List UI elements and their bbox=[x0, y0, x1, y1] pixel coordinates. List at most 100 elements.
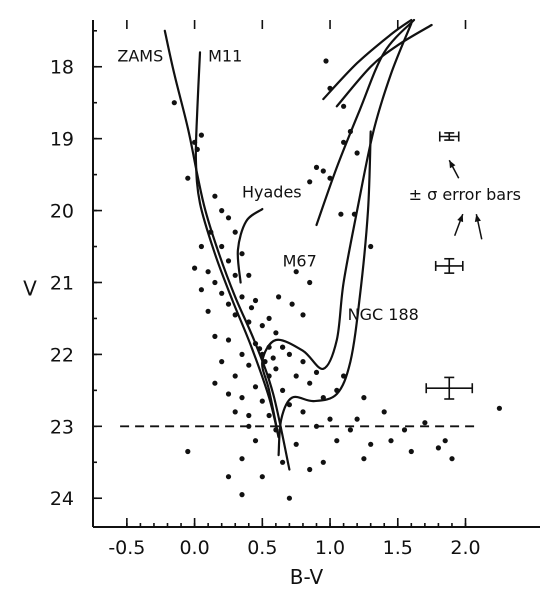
data-point bbox=[262, 359, 268, 365]
data-point bbox=[280, 387, 286, 393]
data-point bbox=[338, 211, 344, 217]
y-tick-label: 23 bbox=[50, 416, 74, 438]
data-point bbox=[388, 438, 394, 444]
data-point bbox=[320, 459, 326, 465]
data-point bbox=[246, 412, 252, 419]
data-point bbox=[300, 359, 306, 365]
data-point bbox=[327, 416, 333, 422]
data-point bbox=[293, 441, 299, 447]
data-point bbox=[273, 330, 279, 336]
arrow-head bbox=[474, 214, 481, 223]
data-point bbox=[313, 164, 320, 170]
data-point bbox=[212, 380, 218, 386]
data-point bbox=[435, 445, 441, 451]
data-point bbox=[347, 427, 353, 433]
data-point bbox=[327, 85, 333, 91]
data-point bbox=[259, 323, 265, 329]
curve-giant-branch bbox=[322, 18, 413, 101]
data-point bbox=[449, 456, 455, 462]
label-zams: ZAMS bbox=[117, 47, 163, 66]
data-point bbox=[232, 229, 238, 235]
curve-hyades bbox=[315, 18, 416, 227]
data-point bbox=[280, 344, 286, 350]
data-point bbox=[401, 427, 408, 433]
x-tick-label: 2.0 bbox=[450, 537, 480, 559]
data-point bbox=[198, 243, 204, 250]
data-point bbox=[280, 459, 286, 465]
data-point bbox=[198, 132, 204, 138]
data-point bbox=[246, 423, 252, 429]
data-point bbox=[246, 362, 252, 368]
data-point bbox=[185, 175, 191, 181]
data-point bbox=[225, 474, 232, 480]
data-point bbox=[225, 301, 232, 307]
isochrone-curves bbox=[163, 18, 433, 471]
x-tick-label: -0.5 bbox=[108, 537, 145, 559]
data-point bbox=[246, 319, 252, 325]
data-point bbox=[259, 351, 265, 357]
data-point bbox=[323, 58, 329, 64]
data-point bbox=[442, 438, 448, 444]
y-axis-title: V bbox=[23, 277, 37, 301]
x-axis-title: B-V bbox=[290, 565, 324, 589]
data-point bbox=[293, 373, 299, 379]
error-bar bbox=[425, 376, 474, 400]
data-point bbox=[270, 355, 276, 361]
error-bar bbox=[434, 257, 464, 274]
data-point bbox=[239, 492, 245, 498]
data-point bbox=[239, 251, 245, 257]
data-point bbox=[313, 369, 320, 375]
y-tick-label: 21 bbox=[50, 272, 74, 294]
data-point bbox=[225, 258, 232, 264]
annotations: ZAMS M11 Hyades M67 NGC 188 ± σ error bars bbox=[117, 47, 521, 324]
arrow-head bbox=[449, 160, 456, 169]
y-tick-label: 22 bbox=[50, 344, 74, 366]
data-point bbox=[286, 402, 292, 408]
data-point bbox=[257, 346, 263, 352]
data-point bbox=[381, 409, 387, 415]
curve-zams bbox=[163, 29, 291, 471]
data-point bbox=[192, 265, 198, 271]
error-bars bbox=[425, 131, 474, 400]
data-point bbox=[232, 409, 238, 415]
data-point bbox=[248, 305, 255, 311]
hyades-pointer-line bbox=[236, 208, 264, 284]
data-point bbox=[354, 150, 360, 156]
data-point bbox=[341, 139, 347, 145]
data-point bbox=[351, 211, 357, 217]
data-point bbox=[171, 100, 177, 106]
x-tick-label: 0.0 bbox=[179, 537, 209, 559]
data-point bbox=[300, 409, 306, 415]
data-point bbox=[239, 395, 245, 401]
data-point bbox=[266, 344, 272, 350]
data-point bbox=[361, 456, 367, 462]
curve-m67 bbox=[261, 22, 413, 439]
error-bar bbox=[438, 131, 460, 142]
data-point bbox=[212, 193, 218, 199]
label-hyades: Hyades bbox=[242, 183, 302, 202]
data-point bbox=[307, 279, 313, 286]
data-points bbox=[171, 58, 502, 501]
data-point bbox=[334, 387, 340, 393]
x-tick-label: 1.0 bbox=[315, 537, 345, 559]
data-point bbox=[320, 395, 326, 401]
data-point bbox=[361, 395, 367, 401]
data-point bbox=[286, 351, 292, 357]
y-tick-label: 20 bbox=[50, 201, 74, 223]
data-point bbox=[246, 272, 252, 278]
curve-upper-giant-branch bbox=[335, 23, 433, 108]
data-point bbox=[266, 412, 272, 419]
data-point bbox=[239, 456, 245, 462]
data-point bbox=[259, 474, 265, 480]
data-point bbox=[273, 427, 279, 433]
data-point bbox=[273, 366, 279, 372]
data-point bbox=[368, 441, 374, 447]
data-point bbox=[259, 398, 265, 404]
data-point bbox=[185, 448, 191, 455]
curve-m11 bbox=[194, 51, 280, 439]
label-error-bars: ± σ error bars bbox=[409, 185, 521, 204]
data-point bbox=[286, 495, 292, 501]
data-point bbox=[219, 208, 225, 214]
x-tick-label: 0.5 bbox=[247, 537, 277, 559]
data-point bbox=[232, 312, 238, 318]
